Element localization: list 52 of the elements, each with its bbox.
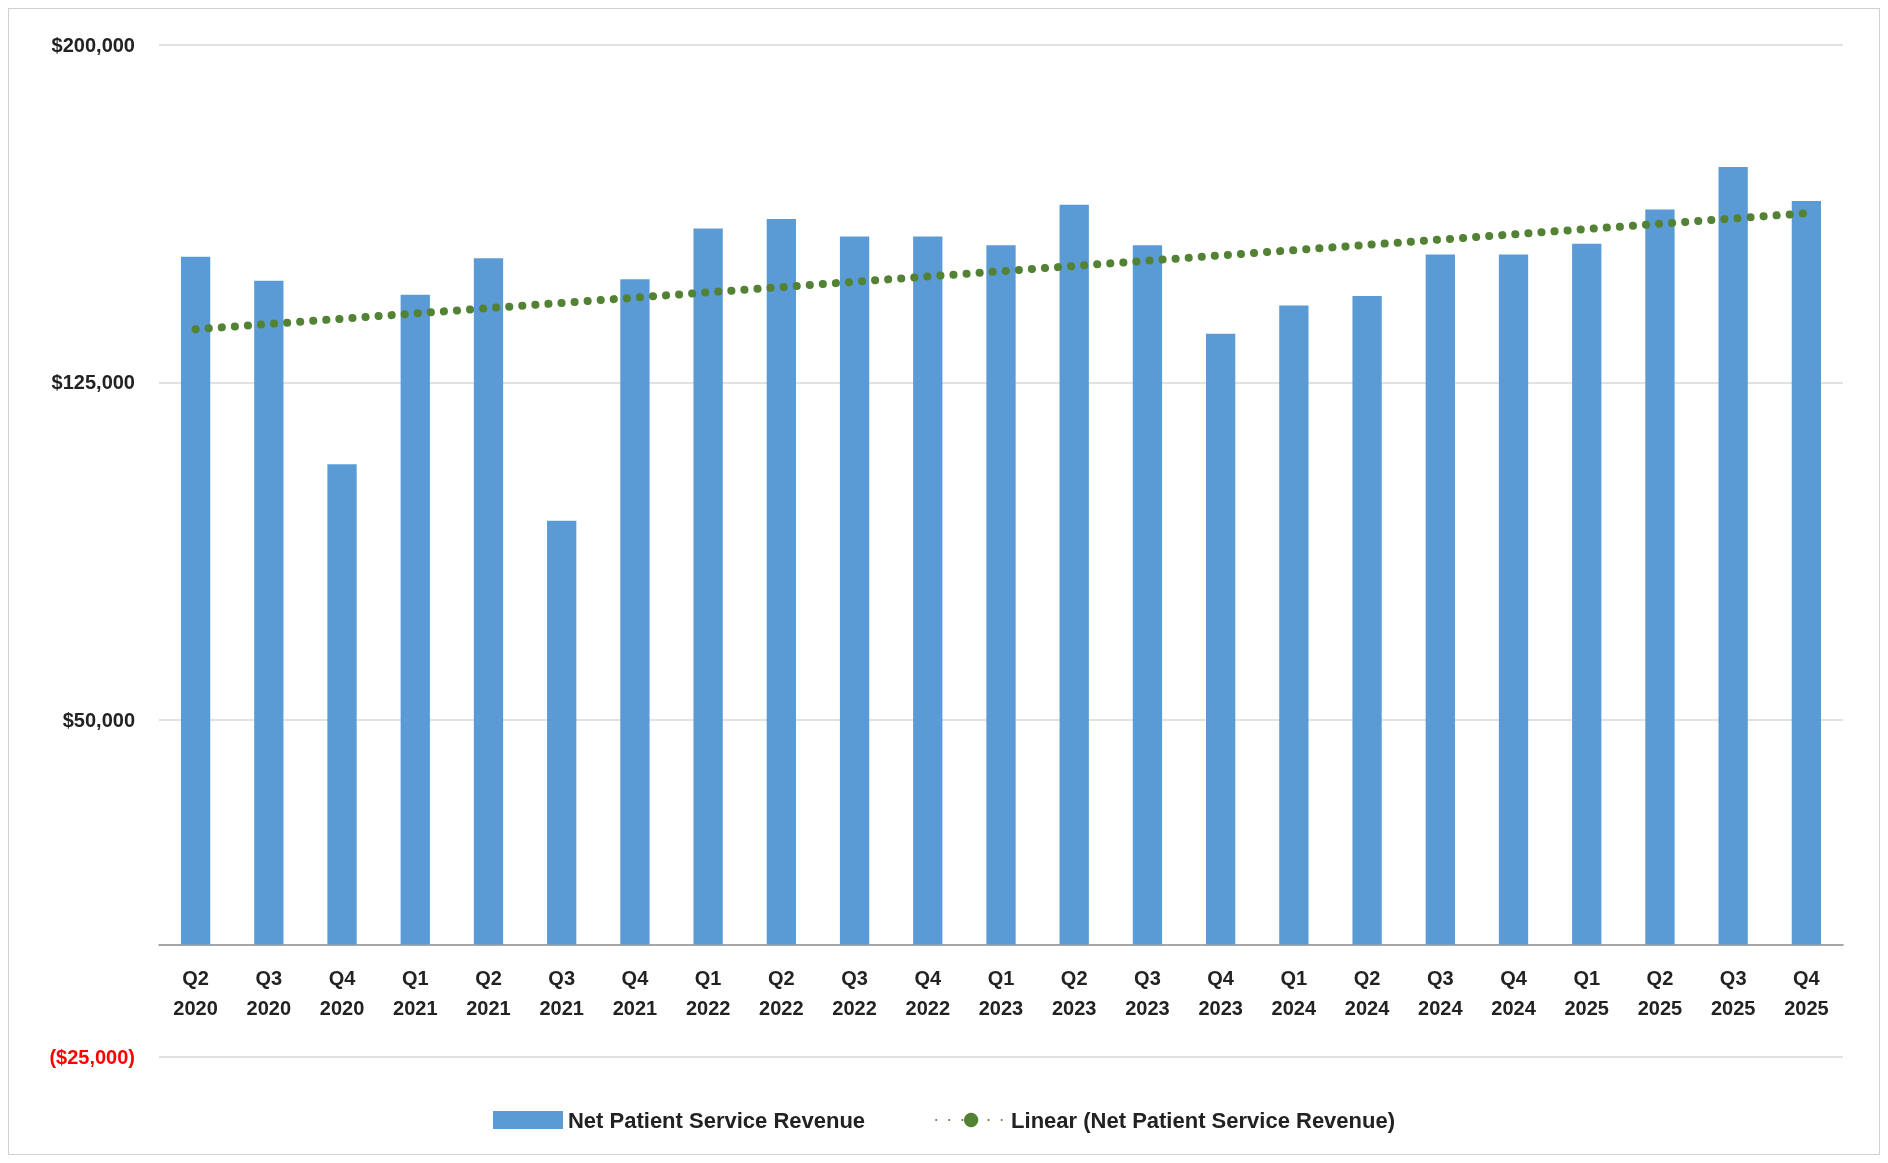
bar	[1352, 295, 1382, 945]
x-tick-label: Q2 2020	[173, 966, 218, 1019]
bar	[1132, 245, 1163, 945]
x-tick-label: Q1 2024	[1271, 966, 1317, 1019]
x-tick-label: Q4 2022	[905, 966, 951, 1019]
legend-label: Linear (Net Patient Service Revenue)	[1011, 1107, 1396, 1133]
x-tick-label: Q1 2023	[978, 966, 1024, 1019]
y-tick-label: $125,000	[51, 371, 135, 394]
bar	[547, 520, 577, 945]
x-tick-label: Q2 2021	[466, 966, 511, 1019]
x-tick-label: Q4 2024	[1491, 966, 1537, 1019]
x-tick-label: Q2 2024	[1344, 966, 1391, 1019]
x-tick-label: Q3 2025	[1710, 966, 1756, 1019]
bar	[400, 294, 430, 945]
y-tick-label: $200,000	[51, 34, 135, 56]
x-tick-label: Q3 2022	[832, 966, 877, 1019]
x-tick-label: Q1 2025	[1564, 966, 1609, 1019]
x-tick-label: Q2 2022	[759, 966, 804, 1019]
x-tick-label: Q3 2020	[246, 966, 292, 1019]
x-tick-label: Q3 2021	[539, 966, 584, 1019]
bar	[1791, 201, 1822, 945]
x-tick-label: Q1 2021	[393, 966, 438, 1019]
bar	[986, 245, 1016, 945]
bar	[693, 228, 723, 945]
legend-label: Net Patient Service Revenue	[567, 1107, 866, 1133]
x-tick-label: Q4 2025	[1784, 966, 1829, 1019]
bar	[1498, 254, 1529, 945]
x-tick-label: Q1 2022	[685, 966, 731, 1019]
x-tick-label: Q3 2024	[1418, 966, 1464, 1019]
bar	[1718, 166, 1748, 945]
bar	[1206, 333, 1236, 945]
bar	[620, 279, 650, 945]
bar	[1279, 305, 1309, 945]
y-tick-label: $50,000	[62, 708, 135, 731]
x-tick-label: Q3 2023	[1125, 966, 1170, 1019]
x-tick-label: Q4 2023	[1198, 966, 1243, 1019]
bar	[839, 236, 870, 945]
x-tick-label: Q2 2023	[1051, 966, 1097, 1019]
bar	[1645, 209, 1675, 945]
bar	[327, 464, 357, 945]
y-tick-label: ($25,000)	[49, 1046, 135, 1068]
bar	[766, 219, 796, 945]
bar	[254, 280, 284, 945]
bar	[1059, 204, 1089, 945]
bar	[180, 256, 211, 945]
bar	[1425, 254, 1455, 945]
x-tick-label: Q4 2020	[319, 966, 365, 1019]
x-tick-label: Q4 2021	[612, 966, 658, 1019]
x-tick-label: Q2 2025	[1637, 966, 1683, 1019]
bar	[473, 258, 504, 945]
bar	[913, 236, 943, 945]
bar	[1572, 243, 1602, 945]
